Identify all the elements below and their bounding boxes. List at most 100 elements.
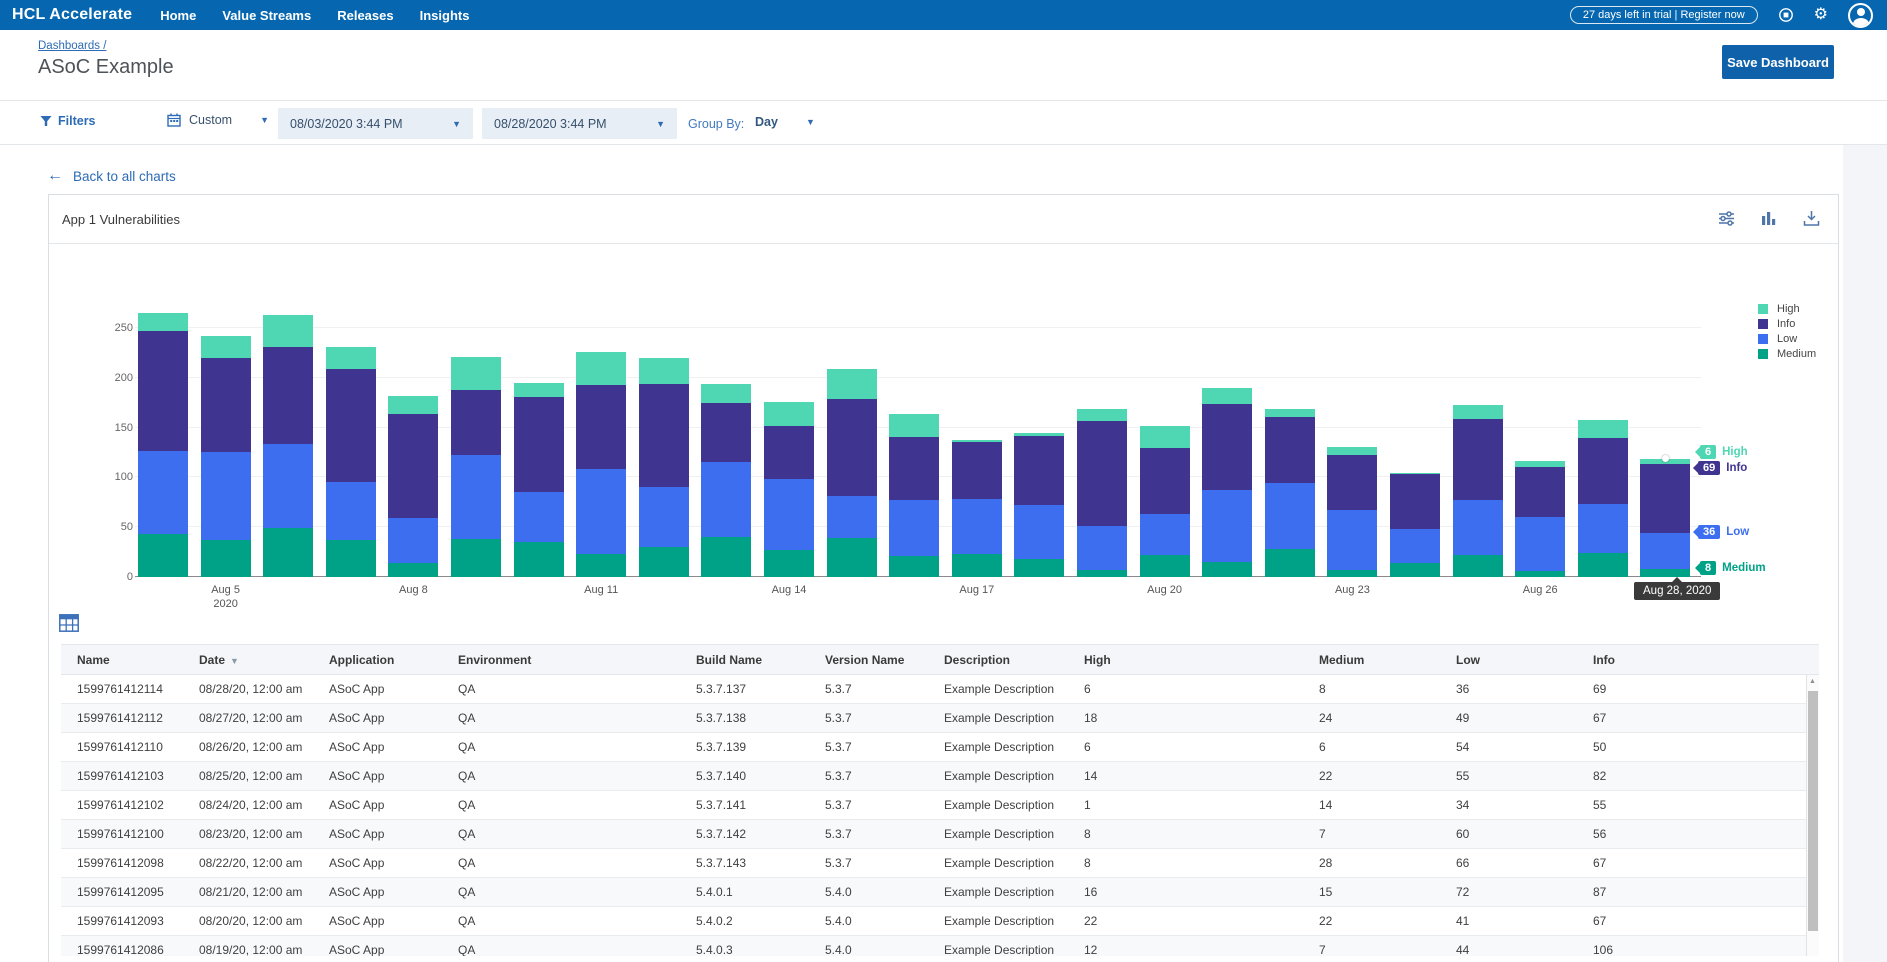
column-header-environment[interactable]: Environment bbox=[458, 653, 696, 667]
bar-segment-low[interactable] bbox=[1077, 526, 1127, 570]
bar-segment-medium[interactable] bbox=[201, 540, 251, 577]
bar-aug-17[interactable] bbox=[952, 440, 1002, 577]
bar-segment-info[interactable] bbox=[1202, 404, 1252, 491]
bar-segment-medium[interactable] bbox=[889, 556, 939, 577]
bar-segment-info[interactable] bbox=[1327, 455, 1377, 511]
bar-segment-high[interactable] bbox=[639, 358, 689, 384]
bar-aug-19[interactable] bbox=[1077, 409, 1127, 577]
bar-segment-medium[interactable] bbox=[1014, 559, 1064, 577]
bar-segment-medium[interactable] bbox=[1327, 570, 1377, 577]
bar-segment-high[interactable] bbox=[1453, 405, 1503, 419]
bar-segment-medium[interactable] bbox=[1640, 569, 1690, 577]
bar-segment-high[interactable] bbox=[1202, 388, 1252, 404]
bar-aug-20[interactable] bbox=[1140, 426, 1190, 577]
bar-segment-high[interactable] bbox=[1265, 409, 1315, 417]
bar-segment-info[interactable] bbox=[514, 397, 564, 493]
table-row[interactable]: 159976141209508/21/20, 12:00 amASoC AppQ… bbox=[61, 878, 1819, 907]
scroll-up-icon[interactable]: ▲ bbox=[1809, 678, 1816, 685]
app-logo[interactable]: HCL Accelerate bbox=[12, 6, 132, 24]
scrollbar-thumb[interactable] bbox=[1808, 691, 1818, 931]
breadcrumb[interactable]: Dashboards / bbox=[38, 40, 106, 52]
chart-settings-icon[interactable] bbox=[1718, 210, 1735, 227]
bar-segment-info[interactable] bbox=[263, 347, 313, 444]
bar-aug-18[interactable] bbox=[1014, 433, 1064, 577]
bar-aug-24[interactable] bbox=[1390, 473, 1440, 577]
nav-item-value-streams[interactable]: Value Streams bbox=[222, 8, 311, 23]
bar-aug-5[interactable] bbox=[201, 336, 251, 577]
bar-segment-info[interactable] bbox=[451, 390, 501, 455]
column-header-application[interactable]: Application bbox=[329, 653, 458, 667]
bar-segment-low[interactable] bbox=[1014, 505, 1064, 559]
bar-segment-info[interactable] bbox=[138, 331, 188, 451]
bar-segment-high[interactable] bbox=[1578, 420, 1628, 438]
legend-item-low[interactable]: Low bbox=[1758, 331, 1816, 346]
bar-segment-high[interactable] bbox=[576, 352, 626, 385]
table-row[interactable]: 159976141208608/19/20, 12:00 amASoC AppQ… bbox=[61, 936, 1819, 956]
bar-segment-info[interactable] bbox=[1014, 436, 1064, 506]
bar-segment-medium[interactable] bbox=[576, 554, 626, 577]
bar-segment-medium[interactable] bbox=[1140, 555, 1190, 577]
date-range-preset-select[interactable]: Custom ▼ bbox=[167, 113, 269, 127]
bar-segment-low[interactable] bbox=[514, 492, 564, 542]
bar-segment-low[interactable] bbox=[1640, 533, 1690, 569]
bar-aug-25[interactable] bbox=[1453, 405, 1503, 577]
bar-segment-low[interactable] bbox=[576, 469, 626, 554]
bar-segment-high[interactable] bbox=[514, 383, 564, 397]
bar-segment-low[interactable] bbox=[701, 462, 751, 537]
column-header-build-name[interactable]: Build Name bbox=[696, 653, 825, 667]
bar-aug-21[interactable] bbox=[1202, 388, 1252, 577]
bar-segment-medium[interactable] bbox=[1265, 549, 1315, 577]
bar-segment-low[interactable] bbox=[201, 452, 251, 541]
bar-segment-info[interactable] bbox=[388, 414, 438, 519]
bar-segment-medium[interactable] bbox=[1453, 555, 1503, 577]
table-row[interactable]: 159976141209308/20/20, 12:00 amASoC AppQ… bbox=[61, 907, 1819, 936]
bar-aug-23[interactable] bbox=[1327, 447, 1377, 577]
save-dashboard-button[interactable]: Save Dashboard bbox=[1722, 45, 1834, 79]
bar-segment-high[interactable] bbox=[451, 357, 501, 390]
bar-segment-medium[interactable] bbox=[1077, 570, 1127, 577]
bar-segment-low[interactable] bbox=[764, 479, 814, 550]
bar-segment-high[interactable] bbox=[827, 369, 877, 399]
bar-segment-medium[interactable] bbox=[388, 563, 438, 577]
bar-segment-info[interactable] bbox=[701, 403, 751, 463]
column-header-version-name[interactable]: Version Name bbox=[825, 653, 944, 667]
trial-badge[interactable]: 27 days left in trial | Register now bbox=[1570, 6, 1758, 24]
bar-segment-high[interactable] bbox=[1140, 426, 1190, 448]
column-header-description[interactable]: Description bbox=[944, 653, 1084, 667]
column-header-medium[interactable]: Medium bbox=[1319, 653, 1456, 667]
bar-segment-info[interactable] bbox=[1077, 421, 1127, 527]
bar-segment-low[interactable] bbox=[388, 518, 438, 563]
table-row[interactable]: 159976141209808/22/20, 12:00 amASoC AppQ… bbox=[61, 849, 1819, 878]
bar-segment-info[interactable] bbox=[889, 437, 939, 501]
bar-segment-low[interactable] bbox=[889, 500, 939, 556]
bar-segment-info[interactable] bbox=[1515, 467, 1565, 517]
bar-segment-low[interactable] bbox=[1327, 510, 1377, 570]
bar-aug-26[interactable] bbox=[1515, 461, 1565, 577]
bar-aug-15[interactable] bbox=[827, 369, 877, 577]
nav-item-releases[interactable]: Releases bbox=[337, 8, 393, 23]
bar-aug-13[interactable] bbox=[701, 384, 751, 577]
bar-segment-low[interactable] bbox=[639, 487, 689, 547]
user-avatar[interactable] bbox=[1848, 3, 1873, 28]
bar-segment-info[interactable] bbox=[1140, 448, 1190, 515]
globe-icon[interactable] bbox=[1778, 7, 1794, 23]
bar-segment-low[interactable] bbox=[451, 455, 501, 540]
bar-segment-info[interactable] bbox=[952, 442, 1002, 500]
bar-segment-low[interactable] bbox=[1265, 483, 1315, 549]
bar-segment-info[interactable] bbox=[326, 369, 376, 483]
bar-segment-medium[interactable] bbox=[451, 539, 501, 577]
bar-segment-low[interactable] bbox=[326, 482, 376, 540]
bar-segment-high[interactable] bbox=[326, 347, 376, 369]
bar-segment-info[interactable] bbox=[1453, 419, 1503, 501]
bar-segment-low[interactable] bbox=[1453, 500, 1503, 555]
bar-chart-icon[interactable] bbox=[1761, 210, 1777, 227]
bar-segment-low[interactable] bbox=[827, 496, 877, 538]
bar-segment-medium[interactable] bbox=[1515, 571, 1565, 577]
bar-segment-high[interactable] bbox=[889, 414, 939, 437]
nav-item-insights[interactable]: Insights bbox=[420, 8, 470, 23]
download-icon[interactable] bbox=[1803, 210, 1820, 227]
bar-segment-medium[interactable] bbox=[138, 534, 188, 577]
bar-segment-medium[interactable] bbox=[263, 528, 313, 577]
column-header-date[interactable]: Date▼ bbox=[199, 653, 329, 667]
bar-segment-info[interactable] bbox=[1265, 417, 1315, 484]
